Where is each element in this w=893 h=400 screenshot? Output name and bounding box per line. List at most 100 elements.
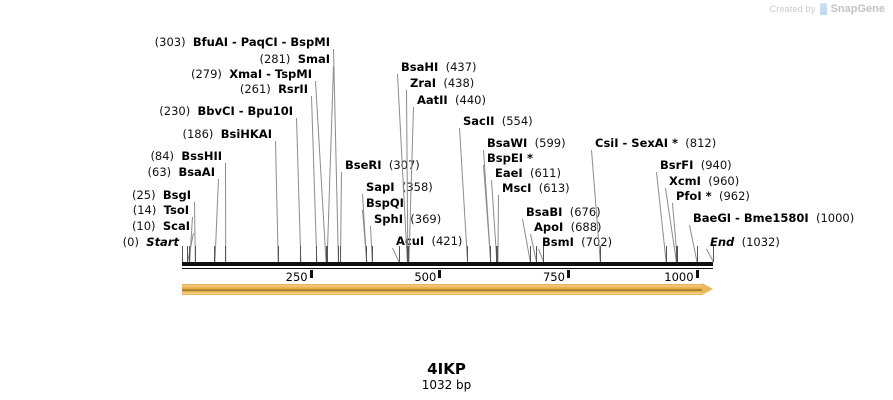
- enzyme-label[interactable]: BsrFI (940): [660, 159, 732, 172]
- enzyme-position: (303): [154, 35, 193, 49]
- name-separator: -: [618, 136, 632, 150]
- enzyme-label[interactable]: ZraI (438): [410, 77, 474, 90]
- enzyme-name: BsaWI: [487, 136, 528, 150]
- enzyme-label[interactable]: XcmI (960): [669, 175, 739, 188]
- snapgene-watermark: Created by SnapGene: [770, 3, 885, 15]
- enzyme-label[interactable]: BsmI (702): [542, 236, 612, 249]
- enzyme-label[interactable]: (84) BssHII: [150, 150, 222, 163]
- enzyme-position: (84): [150, 149, 182, 163]
- enzyme-name: ScaI: [162, 219, 190, 233]
- axis-tick-label: 250: [285, 270, 308, 284]
- enzyme-label[interactable]: AatII (440): [417, 94, 486, 107]
- restriction-site-tick: [316, 246, 317, 262]
- axis-tick: [438, 270, 442, 278]
- enzyme-label[interactable]: BsaWI (599): [487, 137, 566, 150]
- enzyme-label[interactable]: BspQI: [366, 197, 404, 210]
- enzyme-name: EaeI: [495, 166, 523, 180]
- enzyme-label[interactable]: (303) BfuAI - PaqCI - BspMI: [155, 36, 330, 49]
- restriction-site-tick: [408, 246, 409, 262]
- restriction-site-tick: [490, 246, 491, 262]
- axis-tick-label: 750: [542, 270, 565, 284]
- enzyme-name: ApoI: [534, 220, 564, 234]
- enzyme-position: (0): [122, 235, 147, 249]
- watermark-prefix: Created by: [769, 4, 816, 14]
- enzyme-label[interactable]: (186) BsiHKAI: [182, 128, 272, 141]
- enzyme-name: CsiI: [595, 136, 619, 150]
- enzyme-name: Bpu10I: [247, 104, 293, 118]
- axis-tick: [309, 270, 313, 278]
- enzyme-position: (230): [159, 104, 198, 118]
- enzyme-position: (358): [394, 180, 433, 194]
- enzyme-label[interactable]: (10) ScaI: [132, 220, 190, 233]
- enzyme-label[interactable]: (281) SmaI: [259, 53, 330, 66]
- enzyme-position: (613): [531, 181, 570, 195]
- enzyme-label[interactable]: (63) BsaAI: [148, 166, 215, 179]
- watermark-brand: SnapGene: [830, 3, 885, 15]
- enzyme-name: SexAI *: [631, 136, 678, 150]
- restriction-site-tick: [677, 246, 678, 262]
- enzyme-label[interactable]: SacII (554): [463, 115, 533, 128]
- enzyme-label[interactable]: MscI (613): [502, 182, 570, 195]
- restriction-site-tick: [530, 246, 531, 262]
- enzyme-name: BbvCI: [197, 104, 235, 118]
- enzyme-position: (14): [132, 203, 164, 217]
- orf-arrow-body: [182, 284, 702, 295]
- orf-arrow[interactable]: [182, 283, 713, 295]
- enzyme-label[interactable]: EaeI (611): [495, 167, 561, 180]
- enzyme-label[interactable]: BsaHI (437): [401, 61, 477, 74]
- enzyme-label[interactable]: (261) RsrII: [240, 83, 308, 96]
- enzyme-name: End: [710, 235, 735, 249]
- axis-tick: [695, 270, 699, 278]
- restriction-site-tick: [189, 246, 190, 262]
- enzyme-label[interactable]: SphI (369): [374, 213, 441, 226]
- enzyme-name: BsiHKAI: [220, 127, 272, 141]
- enzyme-name: TsoI: [163, 203, 189, 217]
- enzyme-label[interactable]: BaeGI - Bme1580I (1000): [693, 212, 854, 225]
- enzyme-position: (940): [693, 158, 732, 172]
- restriction-site-tick: [326, 246, 327, 262]
- enzyme-label[interactable]: BseRI (307): [345, 159, 420, 172]
- restriction-site-tick: [225, 246, 226, 262]
- enzyme-label[interactable]: (25) BsgI: [132, 189, 191, 202]
- name-separator: -: [262, 67, 275, 81]
- enzyme-position: (440): [447, 93, 486, 107]
- enzyme-name: BsaBI: [526, 205, 563, 219]
- enzyme-label[interactable]: BspEI *: [487, 152, 533, 165]
- enzyme-label[interactable]: SapI (358): [366, 181, 433, 194]
- enzyme-name: AatII: [417, 93, 448, 107]
- enzyme-label[interactable]: AcuI (421): [396, 235, 462, 248]
- enzyme-name: PfoI *: [676, 189, 712, 203]
- enzyme-label[interactable]: (14) TsoI: [133, 204, 189, 217]
- restriction-site-tick: [372, 246, 373, 262]
- enzyme-position: (812): [678, 136, 717, 150]
- enzyme-position: (438): [436, 76, 475, 90]
- name-separator: -: [731, 211, 744, 225]
- enzyme-label[interactable]: End (1032): [710, 236, 780, 249]
- enzyme-label[interactable]: (230) BbvCI - Bpu10I: [159, 105, 293, 118]
- axis-tick-label: 1000: [664, 270, 694, 284]
- enzyme-position: (702): [573, 235, 613, 249]
- enzyme-position: (10): [131, 219, 163, 233]
- enzyme-position: (186): [182, 127, 221, 141]
- enzyme-name: AcuI: [396, 234, 425, 248]
- enzyme-label[interactable]: PfoI * (962): [676, 190, 750, 203]
- restriction-site-tick: [467, 246, 468, 262]
- enzyme-position: (279): [190, 67, 230, 81]
- restriction-site-tick: [536, 246, 537, 262]
- enzyme-label[interactable]: ApoI (688): [534, 221, 602, 234]
- restriction-site-tick: [666, 246, 667, 262]
- restriction-site-tick: [187, 246, 188, 262]
- enzyme-label[interactable]: (0) Start: [123, 236, 179, 249]
- page-title: 4IKP: [427, 360, 466, 378]
- enzyme-position: (676): [562, 205, 601, 219]
- enzyme-name: BspEI *: [487, 151, 533, 165]
- restriction-site-tick: [713, 246, 714, 262]
- name-separator: -: [277, 35, 291, 49]
- enzyme-name: SacII: [463, 114, 495, 128]
- restriction-site-tick: [340, 246, 341, 262]
- enzyme-label[interactable]: CsiI - SexAI * (812): [595, 137, 716, 150]
- enzyme-label[interactable]: BsaBI (676): [526, 206, 601, 219]
- enzyme-name: Start: [146, 235, 179, 249]
- name-separator: -: [228, 35, 241, 49]
- enzyme-label[interactable]: (279) XmaI - TspMI: [191, 68, 312, 81]
